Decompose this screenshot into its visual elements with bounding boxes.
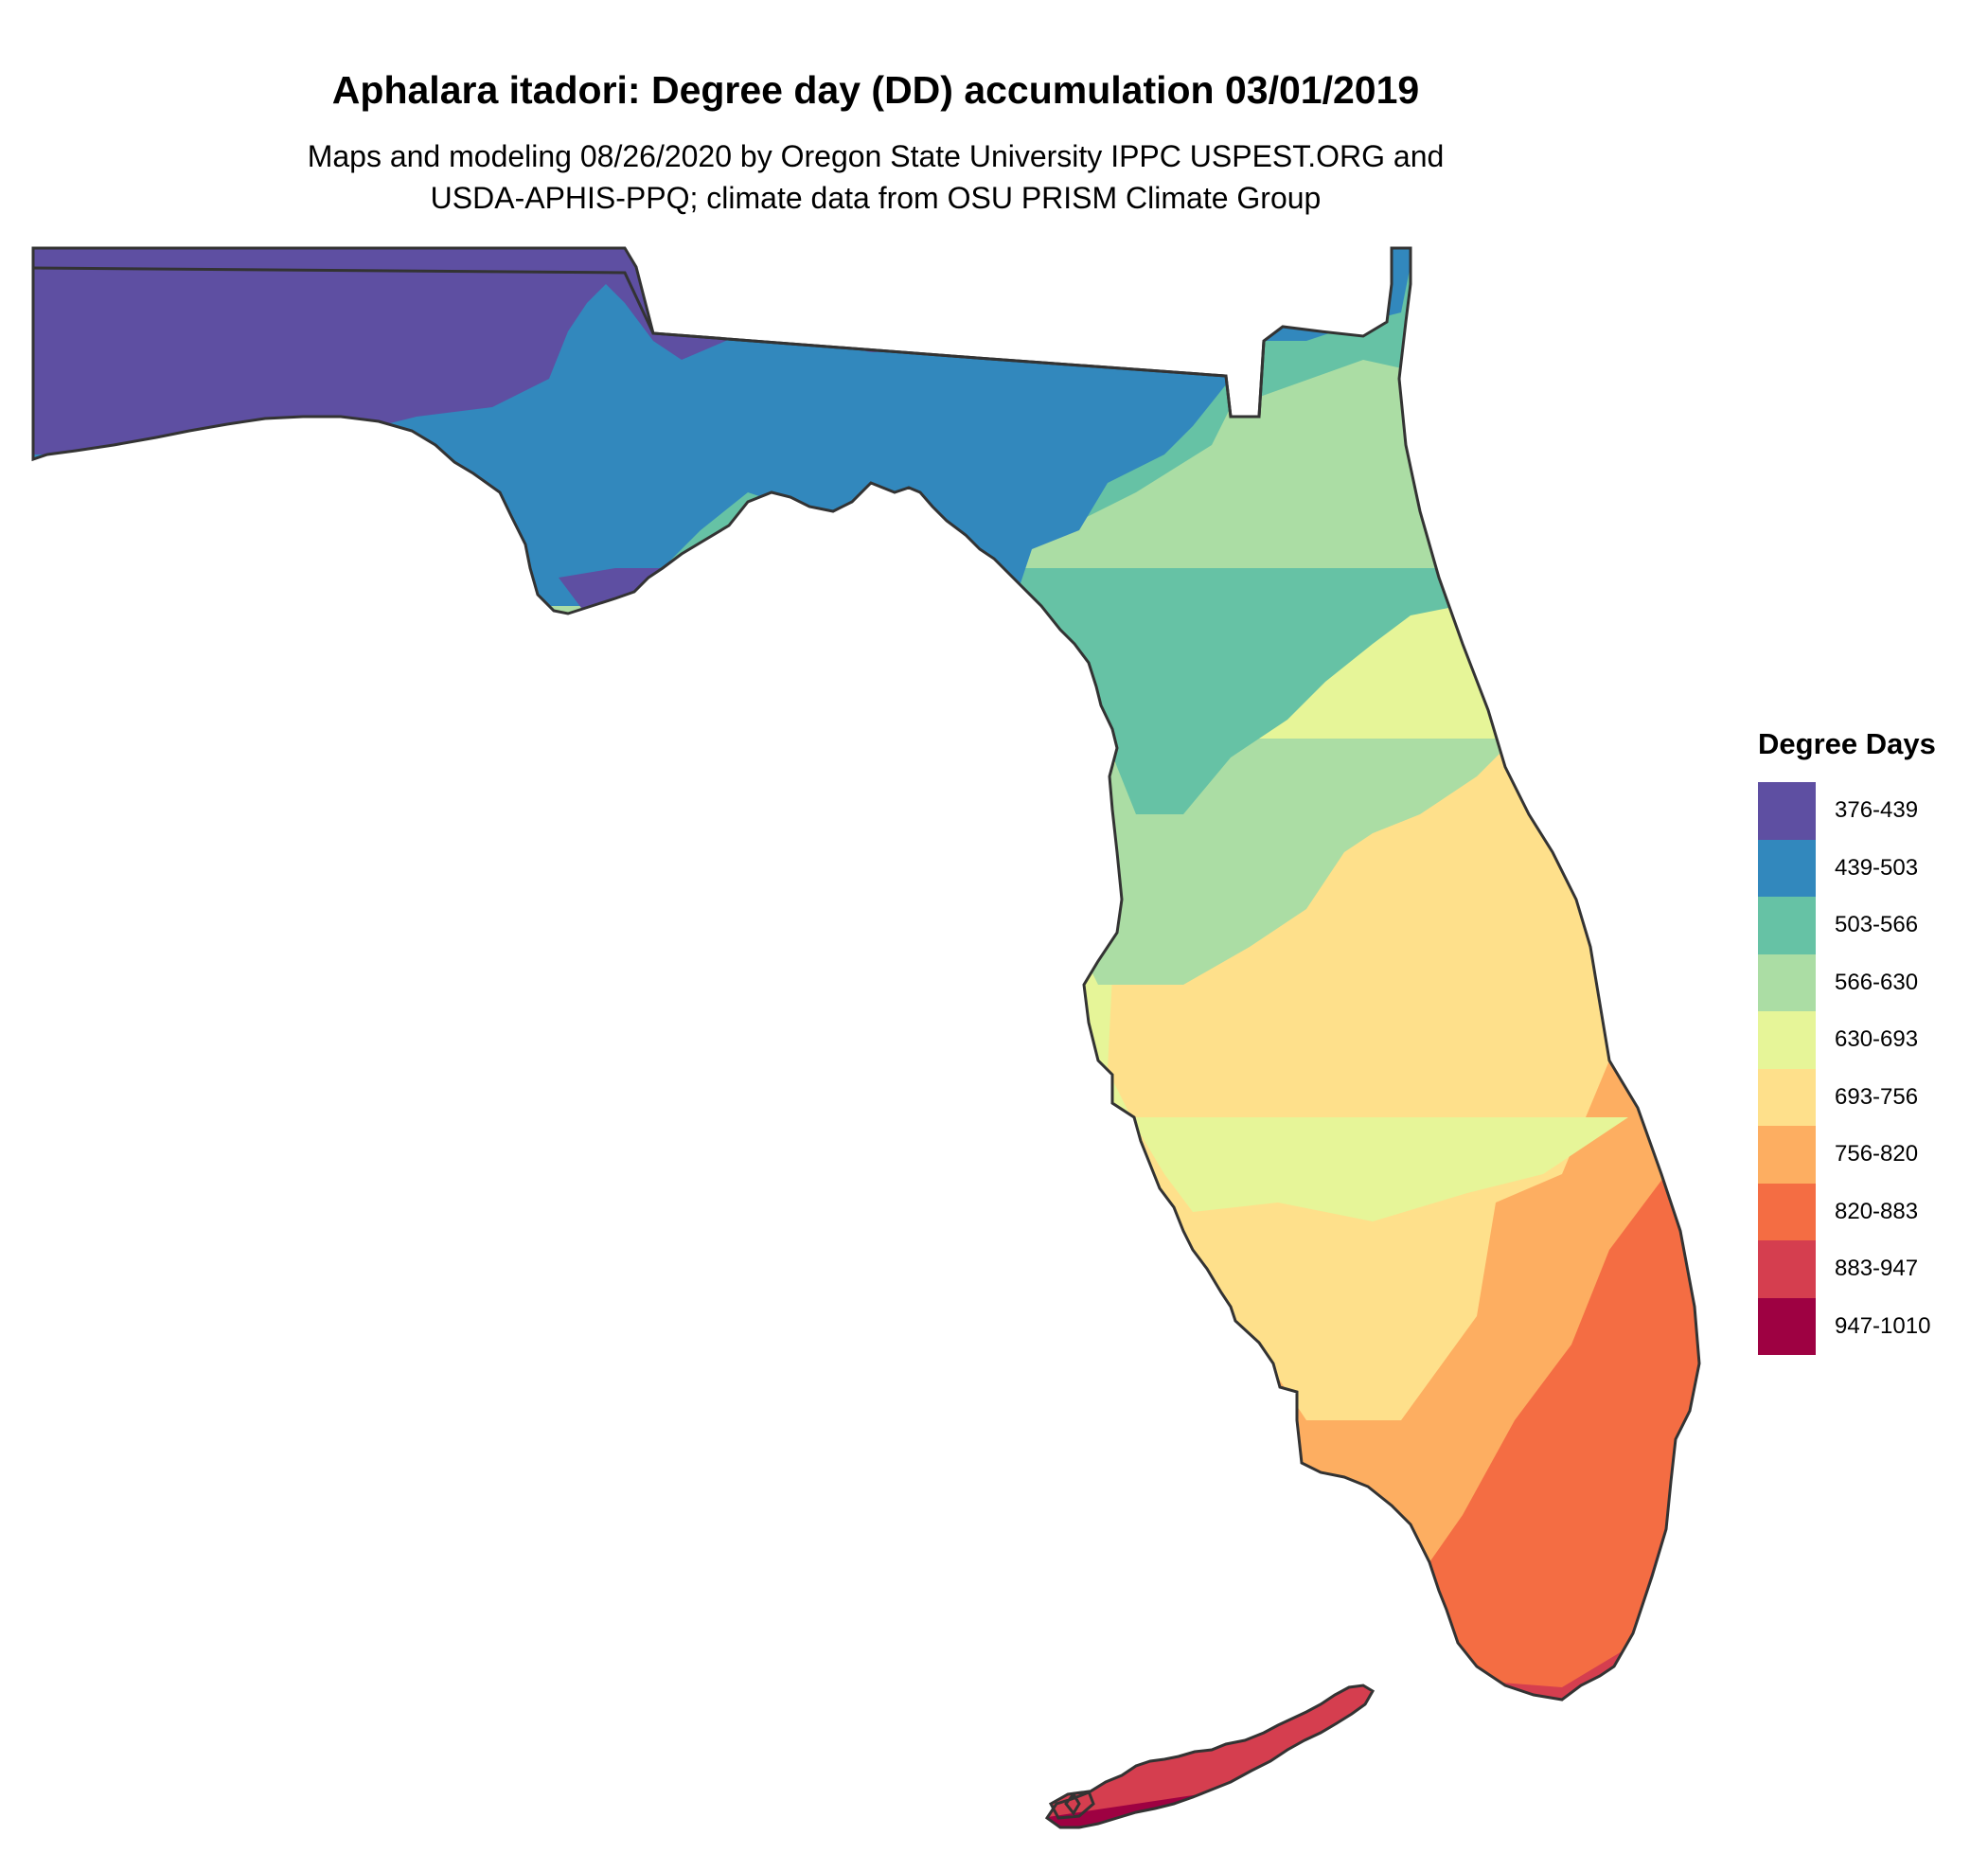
legend-item: 503-566 [1758, 897, 1976, 954]
subtitle-line-2: USDA-APHIS-PPQ; climate data from OSU PR… [430, 181, 1322, 215]
legend-label: 630-693 [1835, 1026, 1919, 1053]
legend-swatch [1758, 1240, 1816, 1298]
legend-item: 947-1010 [1758, 1297, 1976, 1355]
legend-item: 820-883 [1758, 1183, 1976, 1240]
class-376-439-coastal-pocket [559, 568, 701, 625]
state-boundary-line [32, 266, 1266, 419]
legend-swatch [1758, 839, 1816, 897]
legend-item: 883-947 [1758, 1240, 1976, 1298]
legend-swatch [1758, 1068, 1816, 1126]
map-title: Aphalara itadori: Degree day (DD) accumu… [331, 68, 1420, 112]
legend-items: 376-439 439-503 503-566 566-630 630-693 693-7… [1758, 782, 1976, 1355]
legend: Degree Days 376-439 439-503 503-566 566-630… [1758, 727, 1976, 1355]
legend-label: 756-820 [1835, 1141, 1919, 1167]
legend-item: 566-630 [1758, 953, 1976, 1011]
legend-label: 503-566 [1835, 912, 1919, 938]
legend-swatch [1758, 1297, 1816, 1355]
legend-label: 883-947 [1835, 1256, 1919, 1282]
degree-day-map [31, 246, 1701, 1829]
legend-label: 947-1010 [1835, 1312, 1931, 1339]
legend-item: 756-820 [1758, 1126, 1976, 1184]
legend-item: 439-503 [1758, 839, 1976, 897]
legend-label: 439-503 [1835, 854, 1919, 881]
legend-item: 376-439 [1758, 782, 1976, 840]
legend-swatch [1758, 1011, 1816, 1069]
legend-label: 693-756 [1835, 1083, 1919, 1110]
legend-label: 566-630 [1835, 969, 1919, 995]
subtitle-line-1: Maps and modeling 08/26/2020 by Oregon S… [307, 139, 1445, 173]
legend-label: 376-439 [1835, 797, 1919, 824]
degree-day-raster [33, 248, 1699, 1827]
legend-item: 693-756 [1758, 1068, 1976, 1126]
map-subtitle: Maps and modeling 08/26/2020 by Oregon S… [0, 135, 1751, 219]
legend-title: Degree Days [1758, 727, 1936, 760]
legend-swatch [1758, 897, 1816, 954]
legend-swatch [1758, 1183, 1816, 1240]
legend-label: 820-883 [1835, 1198, 1919, 1224]
legend-item: 630-693 [1758, 1011, 1976, 1069]
legend-swatch [1758, 1126, 1816, 1184]
legend-swatch [1758, 953, 1816, 1011]
legend-swatch [1758, 782, 1816, 840]
